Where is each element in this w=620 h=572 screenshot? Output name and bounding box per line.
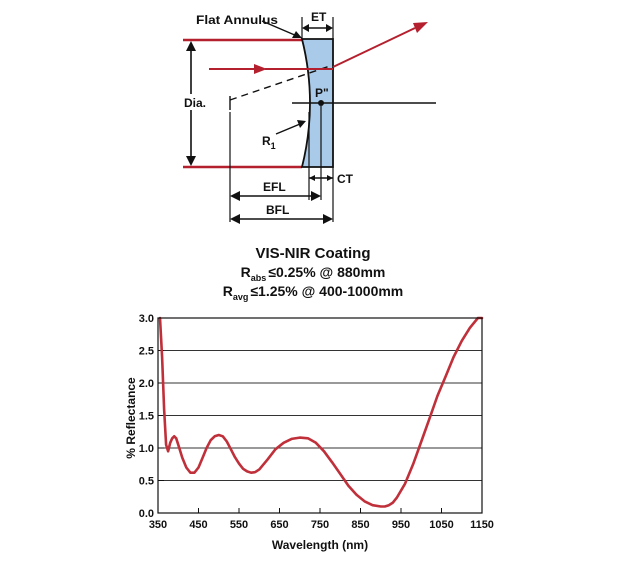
bfl-label: BFL [266, 203, 289, 217]
subtitle-2-symbol: R [223, 283, 233, 299]
exit-ray-arrow [413, 22, 428, 33]
x-tick-label-6: 950 [392, 519, 410, 531]
x-tick-label-0: 350 [149, 519, 167, 531]
subtitle-1-symbol: R [241, 264, 251, 280]
x-tick-label-4: 750 [311, 519, 329, 531]
subtitle-1-text: ≤0.25% @ 880mm [268, 264, 385, 280]
subtitle-2-text: ≤1.25% @ 400-1000mm [250, 283, 403, 299]
coating-chart: VIS-NIR Coating Rabs ≤0.25% @ 880mm Ravg ≤… [124, 245, 494, 552]
x-tick-labels: 350 450 550 650 750 850 950 1050 1150 [149, 508, 494, 531]
y-tick-label-0: 0.0 [139, 508, 154, 520]
chart-title: VIS-NIR Coating [256, 245, 371, 262]
r1-pointer [275, 123, 301, 135]
y-tick-label-3: 1.5 [139, 411, 154, 423]
plot-frame [157, 317, 483, 514]
virtual-ray-dashed [229, 65, 331, 101]
r1-symbol: R [262, 134, 271, 148]
lens-diagram: Dia. Flat Annulus ET P" R1 CT [180, 10, 436, 224]
x-tick-label-7: 1050 [429, 519, 453, 531]
et-arrow-right [326, 24, 333, 32]
ct-arrow-left [309, 175, 315, 181]
r1-label: R1 [262, 134, 276, 151]
y-tick-label-4: 2.0 [139, 378, 154, 390]
exit-ray [332, 27, 416, 68]
ct-label: CT [337, 172, 354, 186]
ct-arrow-right [327, 175, 333, 181]
x-tick-label-1: 450 [189, 519, 207, 531]
efl-label: EFL [263, 180, 286, 194]
bfl-arrow-left [230, 214, 240, 224]
plot-gridlines [158, 350, 482, 481]
et-label: ET [311, 10, 327, 24]
dia-label: Dia. [184, 96, 206, 110]
x-axis-label: Wavelength (nm) [272, 538, 368, 552]
x-tick-label-5: 850 [351, 519, 369, 531]
reflectance-curve-0 [158, 316, 484, 508]
dia-arrow-down [186, 156, 196, 166]
y-tick-label-6: 3.0 [139, 313, 154, 325]
dia-arrow-up [186, 41, 196, 51]
bfl-arrow-right [323, 214, 333, 224]
r1-arrow [297, 120, 306, 128]
y-tick-label-2: 1.0 [139, 443, 154, 455]
chart-subtitle-line-1: Rabs ≤0.25% @ 880mm [241, 264, 386, 283]
et-arrow-left [302, 24, 309, 32]
y-tick-labels: 0.0 0.5 1.0 1.5 2.0 2.5 3.0 [139, 313, 164, 520]
principal-point-label: P" [315, 86, 329, 100]
plot-series [158, 316, 484, 508]
principal-point-dot [318, 100, 324, 106]
flat-annulus-label: Flat Annulus [196, 13, 278, 27]
flat-annulus-arrow [292, 31, 302, 38]
y-tick-label-1: 0.5 [139, 476, 154, 488]
r1-subscript: 1 [271, 141, 276, 151]
chart-subtitle-line-2: Ravg ≤1.25% @ 400-1000mm [223, 283, 404, 302]
x-tick-label-3: 650 [270, 519, 288, 531]
x-tick-label-8: 1150 [470, 519, 494, 531]
subtitle-2-sub: avg [233, 292, 249, 302]
incoming-ray-arrow [254, 64, 267, 74]
x-tick-label-2: 550 [230, 519, 248, 531]
y-axis-label: % Reflectance [124, 377, 138, 459]
flat-annulus-pointer [261, 20, 298, 37]
efl-arrow-left [230, 191, 240, 201]
y-tick-label-5: 2.5 [139, 346, 154, 358]
subtitle-1-sub: abs [251, 273, 267, 283]
efl-arrow-right [311, 191, 321, 201]
